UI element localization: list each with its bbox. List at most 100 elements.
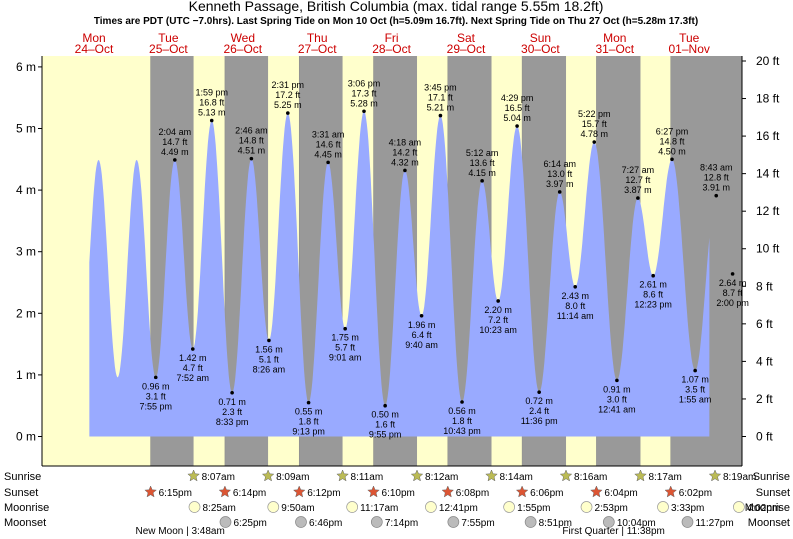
tide-high-m: 4.45 m: [314, 149, 342, 159]
tide-low-time: 9:01 am: [329, 353, 362, 363]
tide-high-m: 5.13 m: [198, 107, 226, 117]
tide-point: [403, 168, 407, 173]
tide-low-m: 0.50 m: [371, 410, 399, 420]
y-tick-label-ft: 12 ft: [756, 204, 780, 218]
day-of-week: Wed: [231, 31, 255, 45]
moonset-icon: [370, 516, 383, 528]
row-label-left: Sunrise: [4, 471, 41, 483]
moonset-time: 11:27pm: [695, 518, 733, 529]
sunrise-icon: [634, 469, 647, 482]
tide-low-ft: 1.6 ft: [375, 420, 396, 430]
sunrise-time: 8:11am: [351, 472, 384, 483]
moonset-icon: [524, 516, 537, 528]
tide-high-time: 8:43 am: [700, 163, 733, 173]
tide-low-m: 2.43 m: [561, 291, 589, 301]
y-tick-label-ft: 14 ft: [756, 167, 780, 181]
sunset-time: 6:14pm: [233, 488, 266, 499]
day-of-week: Thu: [307, 31, 328, 45]
y-tick-label-m: 0 m: [16, 430, 36, 444]
sunset-icon: [144, 485, 157, 498]
sunset-icon: [292, 485, 306, 498]
tide-point: [153, 375, 158, 380]
sunset-icon: [664, 485, 678, 498]
day-of-week: Mon: [603, 31, 626, 45]
sunrise-icon: [485, 469, 498, 482]
tide-point: [343, 326, 347, 331]
tide-high-time: 2:04 am: [159, 127, 192, 137]
moonset-time: 7:14pm: [385, 518, 418, 529]
tide-low-ft: 1.8 ft: [452, 416, 473, 426]
tide-low-m: 2.64 m: [719, 278, 747, 288]
tide-low-ft: 2.4 ft: [529, 406, 550, 416]
moonset-time: 6:25pm: [234, 518, 267, 529]
tide-high-ft: 13.0 ft: [547, 169, 573, 179]
tide-low-m: 1.07 m: [681, 375, 709, 385]
day-of-week: Fri: [385, 31, 399, 45]
tide-point: [573, 285, 578, 289]
row-label-left: Moonset: [4, 517, 46, 529]
moonrise-icon: [188, 501, 201, 513]
day-date: 31–Oct: [595, 42, 634, 56]
tide-low-ft: 7.2 ft: [488, 315, 509, 325]
chart-subtitle: Times are PDT (UTC −7.0hrs). Last Spring…: [94, 16, 698, 27]
day-date: 26–Oct: [223, 42, 262, 56]
moonset-icon: [295, 516, 307, 528]
moonrise-time: 1:55pm: [517, 503, 550, 514]
y-tick-label-ft: 10 ft: [756, 242, 780, 256]
tide-point: [383, 403, 387, 408]
tide-point: [460, 400, 464, 404]
tide-point: [651, 273, 655, 278]
y-tick-label-ft: 18 ft: [756, 92, 780, 106]
tide-high-ft: 15.7 ft: [582, 119, 608, 129]
sunset-icon: [590, 485, 603, 498]
day-of-week: Mon: [82, 31, 105, 45]
moonrise-icon: [733, 501, 745, 513]
tide-high-time: 3:06 pm: [348, 78, 381, 88]
tide-low-time: 7:52 am: [177, 373, 210, 383]
tide-low-m: 1.42 m: [179, 353, 207, 363]
y-tick-label-m: 1 m: [16, 368, 36, 382]
moonrise-icon: [267, 501, 280, 513]
sunrise-time: 8:19am: [723, 472, 756, 483]
moonset-time: 6:46pm: [309, 518, 342, 529]
sunrise-time: 8:16am: [574, 472, 607, 483]
chart-title: Kenneth Passage, British Columbia (max. …: [189, 0, 604, 14]
y-tick-label-ft: 8 ft: [756, 279, 773, 293]
tide-low-m: 0.71 m: [218, 397, 246, 407]
sunrise-icon: [187, 469, 200, 482]
tide-low-m: 2.61 m: [639, 280, 667, 290]
tide-high-m: 5.25 m: [274, 100, 302, 110]
moonrise-time: 4:02pm: [747, 503, 780, 514]
day-date: 28–Oct: [372, 42, 411, 56]
tide-point: [438, 113, 443, 118]
tide-point: [670, 157, 674, 162]
tide-low-time: 2:00 pm: [716, 298, 749, 308]
day-of-week: Sat: [457, 31, 476, 45]
tide-low-m: 0.96 m: [142, 381, 170, 391]
tide-point: [537, 390, 541, 394]
tide-high-ft: 13.6 ft: [470, 158, 496, 168]
tide-high-m: 4.78 m: [580, 129, 608, 139]
day-of-week: Tue: [158, 31, 179, 45]
sunset-time: 6:10pm: [382, 488, 415, 499]
tide-high-time: 4:18 am: [389, 137, 422, 147]
tide-point: [496, 299, 500, 303]
sunset-icon: [441, 485, 455, 498]
y-tick-label-m: 4 m: [16, 183, 36, 197]
sunrise-icon: [261, 469, 275, 482]
y-tick-label-m: 3 m: [16, 245, 36, 259]
tide-high-ft: 14.8 ft: [239, 136, 265, 146]
tide-low-m: 0.56 m: [448, 406, 476, 416]
day-date: 27–Oct: [298, 42, 337, 56]
tide-high-time: 7:27 am: [622, 165, 655, 175]
tide-point: [636, 196, 640, 200]
y-tick-label-m: 6 m: [16, 60, 36, 74]
tide-point: [693, 368, 697, 373]
tide-low-ft: 5.1 ft: [259, 354, 280, 364]
moonset-time: 7:55pm: [461, 518, 494, 529]
tide-low-time: 12:23 pm: [634, 300, 672, 310]
sun-moon-rows: Sunrise Sunrise Sunset Sunset Moonrise Moonri…: [4, 469, 790, 537]
tide-high-m: 3.87 m: [624, 185, 652, 195]
